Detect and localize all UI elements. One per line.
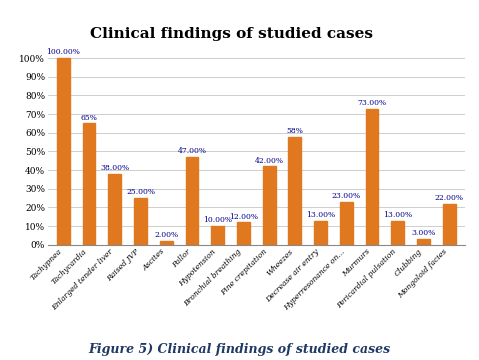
Text: 65%: 65%	[80, 114, 98, 122]
Bar	[443, 204, 456, 245]
Text: 2.00%: 2.00%	[154, 231, 178, 239]
Text: 13.00%: 13.00%	[306, 211, 335, 219]
Text: 73.00%: 73.00%	[357, 99, 387, 107]
Bar	[134, 198, 147, 245]
Text: 100.00%: 100.00%	[46, 48, 80, 56]
Text: 13.00%: 13.00%	[383, 211, 412, 219]
Text: 42.00%: 42.00%	[255, 157, 284, 165]
Bar	[237, 222, 250, 245]
Bar	[211, 226, 224, 245]
Bar	[340, 202, 353, 245]
Text: 22.00%: 22.00%	[435, 194, 464, 202]
Text: 38.00%: 38.00%	[100, 164, 129, 172]
Text: 25.00%: 25.00%	[126, 188, 155, 196]
Text: 47.00%: 47.00%	[177, 147, 206, 155]
Bar	[160, 241, 172, 245]
Bar	[185, 157, 198, 245]
Bar	[108, 174, 121, 245]
Bar	[57, 58, 70, 245]
Text: 23.00%: 23.00%	[332, 192, 361, 200]
Text: 3.00%: 3.00%	[411, 229, 435, 237]
Bar	[288, 136, 301, 245]
Bar	[83, 123, 95, 245]
Text: Figure 5) Clinical findings of studied cases: Figure 5) Clinical findings of studied c…	[89, 343, 390, 356]
Bar	[262, 166, 275, 245]
Text: 12.00%: 12.00%	[229, 212, 258, 221]
Text: 10.00%: 10.00%	[203, 216, 232, 224]
Text: 58%: 58%	[286, 127, 303, 135]
Bar	[417, 239, 430, 245]
Text: Clinical findings of studied cases: Clinical findings of studied cases	[90, 27, 373, 41]
Bar	[314, 221, 327, 245]
Bar	[391, 221, 404, 245]
Bar	[365, 108, 378, 245]
